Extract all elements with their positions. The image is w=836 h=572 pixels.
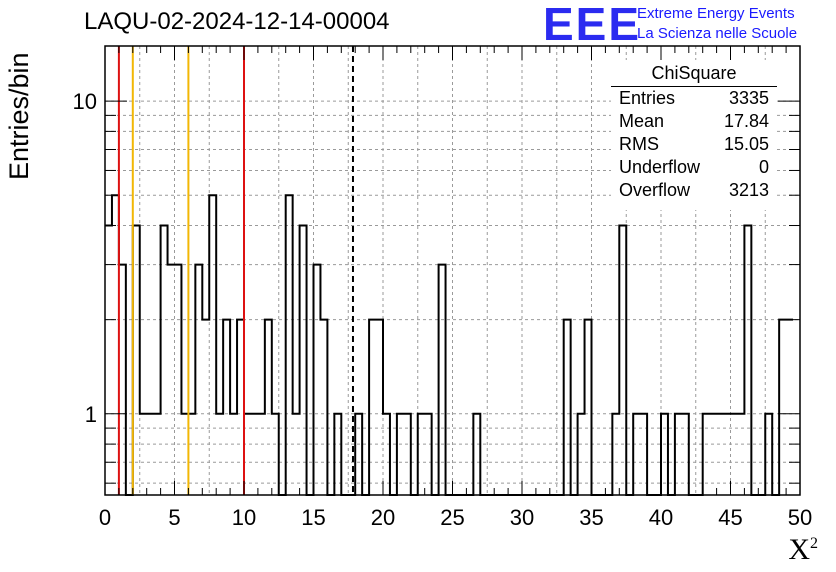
stats-row: Entries 3335 [611,87,777,110]
logo-line-2: La Scienza nelle Scuole [637,25,798,42]
logo-text: Extreme Energy Events La Scienza nelle S… [637,4,797,44]
stats-value: 3335 [728,88,769,108]
x-tick-label: 0 [99,505,111,530]
stats-row: Overflow 3213 [611,179,777,202]
x-tick-label: 25 [440,505,464,530]
stats-value: 15.05 [723,134,769,154]
stats-row: RMS 15.05 [611,133,777,156]
x-tick-label: 50 [788,505,812,530]
stats-box: ChiSquare Entries 3335 Mean 17.84 RMS 15.05 Un… [611,60,777,210]
x-tick-label: 45 [718,505,742,530]
stats-value: 17.84 [723,111,769,131]
stats-row: Mean 17.84 [611,110,777,133]
x-tick-label: 40 [649,505,673,530]
stats-label: Entries [619,88,676,108]
chart-title: LAQU-02-2024-12-14-00004 [84,8,390,35]
y-tick-label: 10 [73,89,97,114]
stats-label: RMS [619,134,659,154]
stats-row: Underflow 0 [611,156,777,179]
y-tick-label: 1 [85,402,97,427]
x-tick-label: 35 [579,505,603,530]
stats-label: Overflow [619,180,691,200]
x-tick-label: 15 [301,505,325,530]
stats-label: Mean [619,111,665,131]
x-tick-label: 30 [510,505,534,530]
logo-mark: EEE [543,0,642,50]
stats-label: Underflow [619,157,701,177]
x-tick-label: 10 [232,505,256,530]
x-tick-label: 5 [168,505,180,530]
x-tick-label: 20 [371,505,395,530]
stats-value: 0 [758,157,769,177]
stats-title: ChiSquare [611,60,777,87]
x-axis-label: X2 [788,533,818,566]
stats-value: 3213 [728,180,769,200]
histogram-line [105,194,794,496]
stats-rows: Entries 3335 Mean 17.84 RMS 15.05 Underflow 0 Ov… [611,87,777,202]
logo-line-1: Extreme Energy Events [637,5,795,22]
